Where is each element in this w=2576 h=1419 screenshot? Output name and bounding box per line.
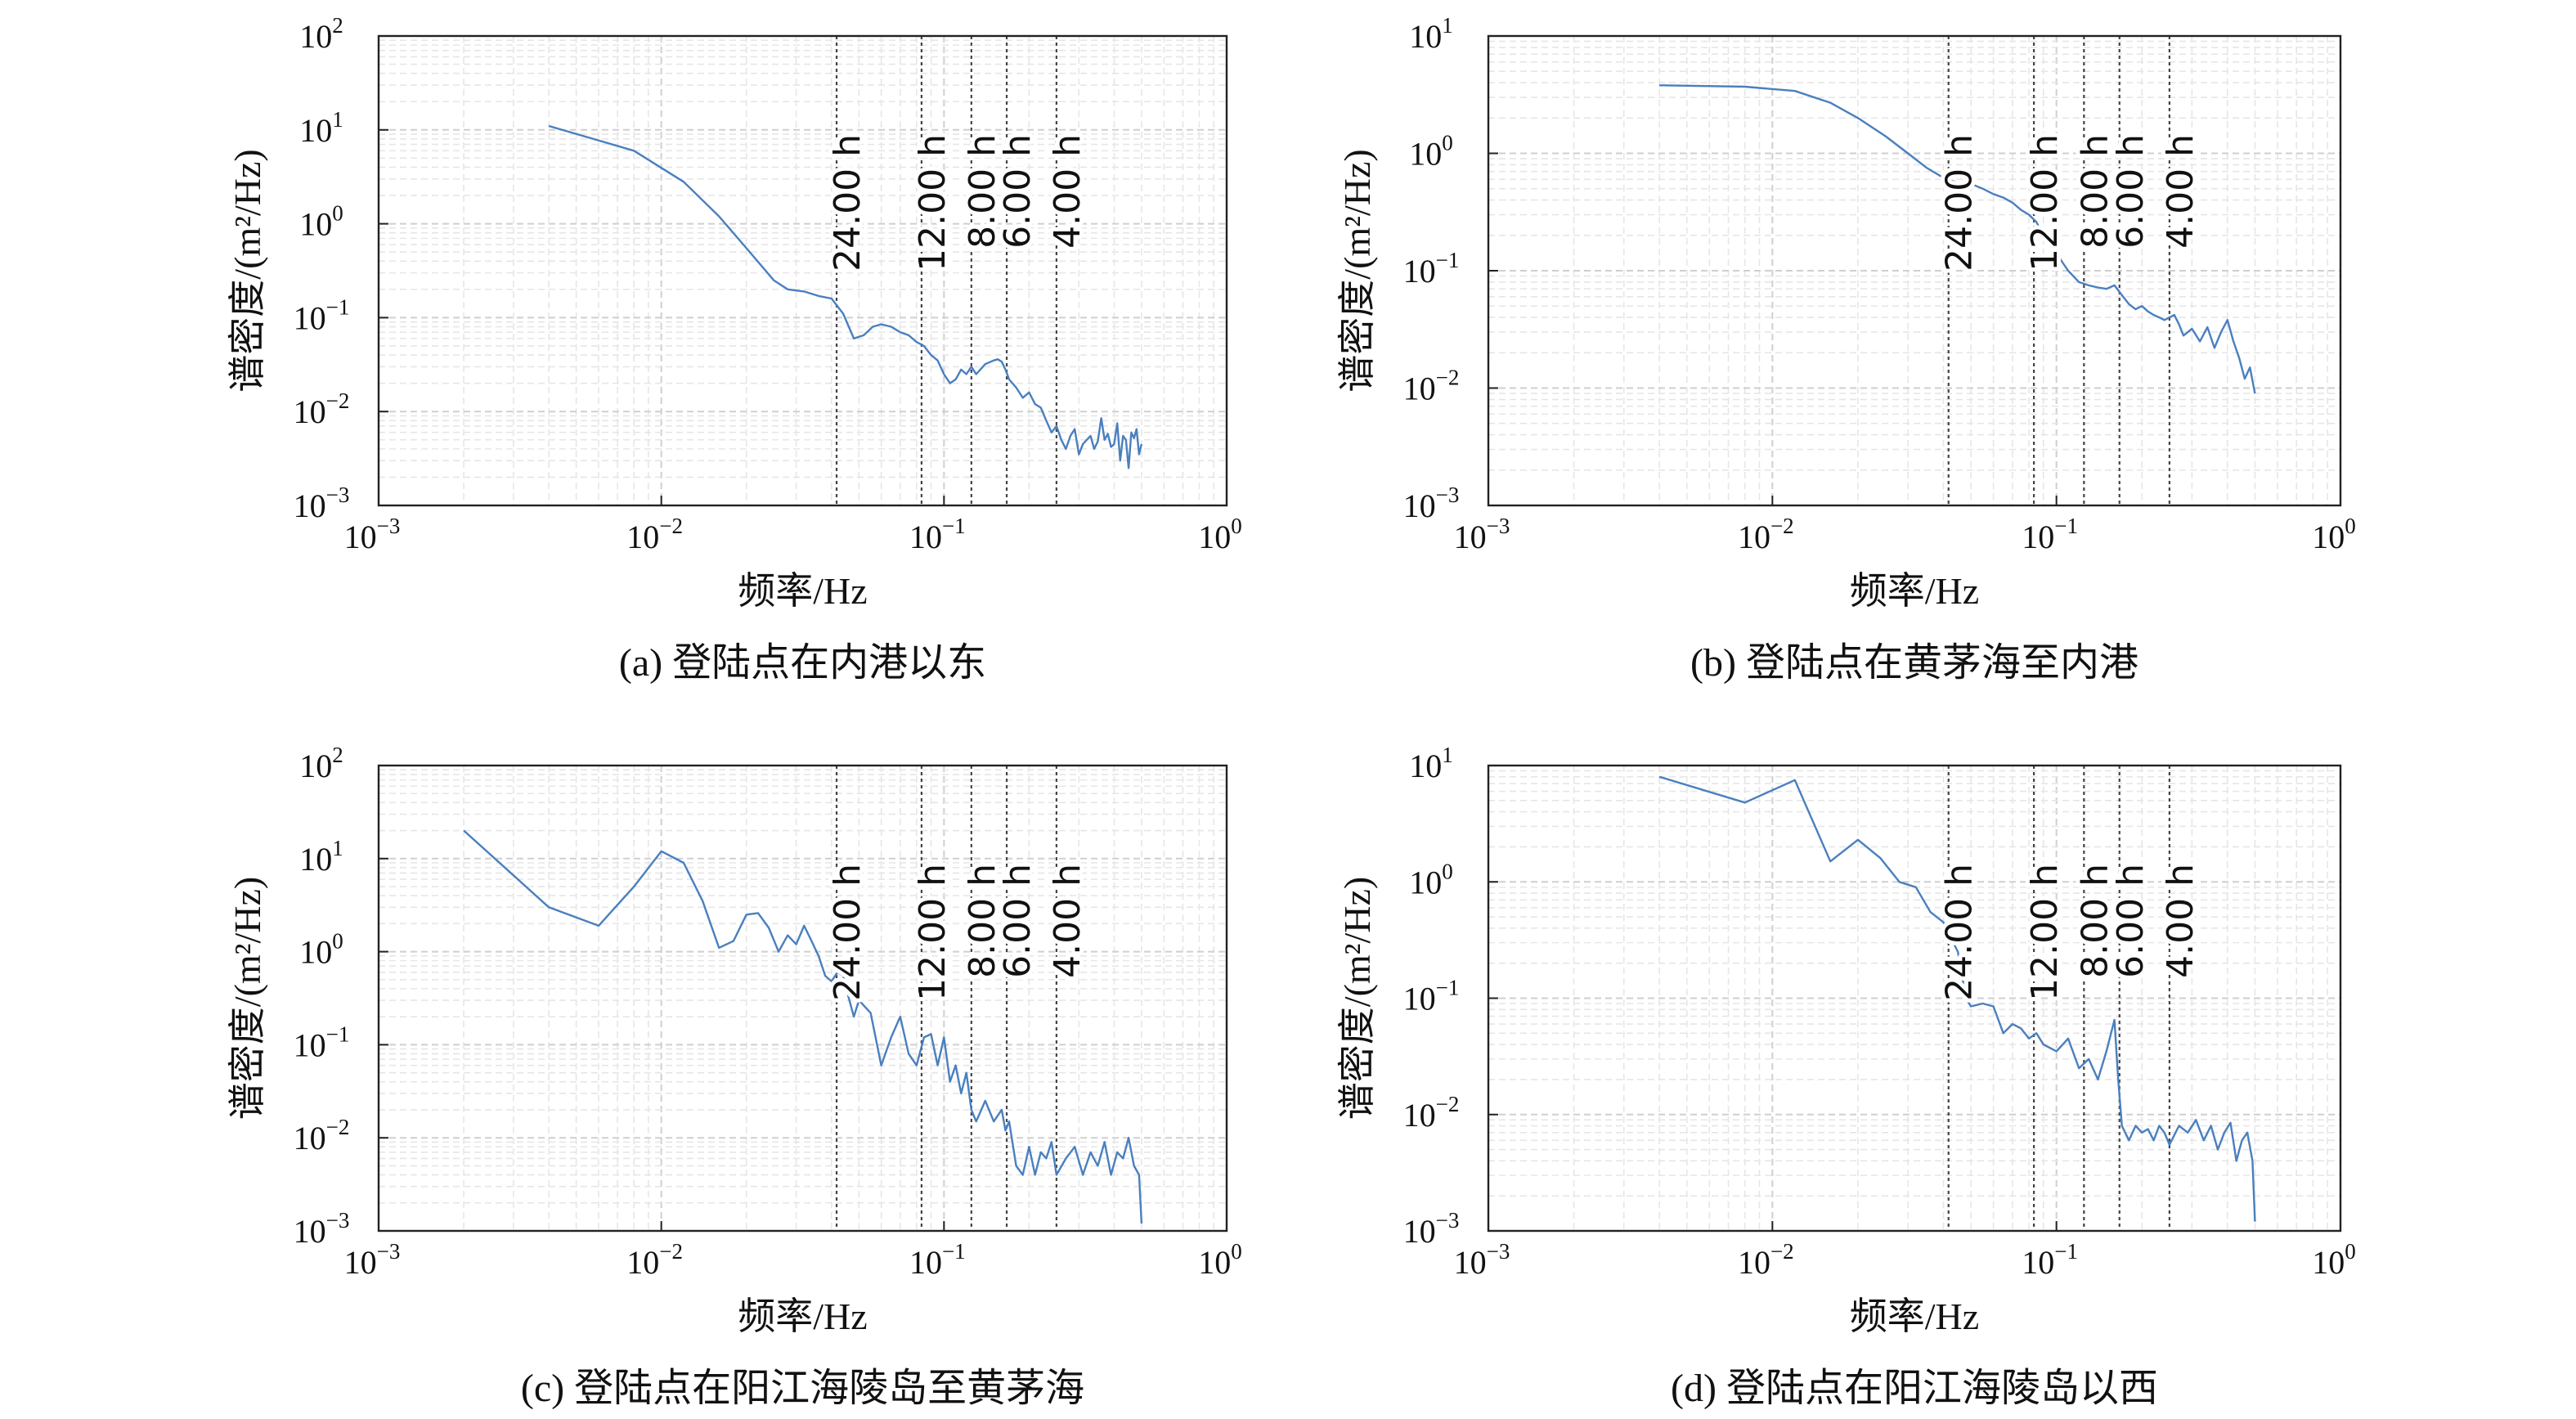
grid (1488, 766, 2340, 1231)
chart-panel-3: 24.00 h 12.00 h 8.00 h6.00 h 4.00 h 10−3 10−2… (227, 743, 1242, 1410)
x-axis-label: 频率/Hz (738, 570, 867, 612)
x-tick-label: 10−1 (909, 1239, 966, 1281)
x-tick-label: 10−1 (2022, 1239, 2078, 1281)
panel-caption: (d) 登陆点在阳江海陵岛以西 (1671, 1367, 2158, 1410)
x-tick-label: 100 (2312, 1239, 2356, 1281)
period-label: 12.00 h (912, 864, 954, 1001)
period-label: 24.00 h (827, 134, 868, 272)
y-axis-label: 谱密度/(m²/Hz) (1336, 149, 1378, 392)
x-tick-label: 10−2 (1738, 514, 1794, 555)
period-label: 4.00 h (2160, 864, 2201, 978)
period-label: 8.00 h (962, 134, 1003, 249)
y-tick-label: 10−3 (294, 1208, 350, 1250)
period-label: 24.00 h (1939, 864, 1981, 1001)
x-tick-label: 10−3 (1454, 514, 1510, 555)
x-tick-label: 10−1 (2022, 514, 2078, 555)
y-tick-label: 102 (299, 743, 343, 784)
period-label: 6.00 h (2110, 864, 2152, 978)
period-label: 12.00 h (912, 134, 954, 272)
period-label: 24.00 h (1939, 134, 1981, 272)
period-label: 24.00 h (827, 864, 868, 1001)
x-axis-label: 频率/Hz (738, 1296, 867, 1337)
y-tick-label: 102 (299, 13, 343, 55)
chart-panel-4: 24.00 h 12.00 h 8.00 h6.00 h 4.00 h 10−3 10−2… (1336, 743, 2356, 1410)
x-tick-label: 10−1 (909, 514, 966, 555)
y-tick-label: 100 (299, 201, 343, 243)
y-tick-label: 10−2 (1403, 1092, 1460, 1134)
y-tick-label: 10−2 (1403, 366, 1460, 407)
y-tick-label: 10−1 (294, 1022, 350, 1063)
panel-caption: (c) 登陆点在阳江海陵岛至黄茅海 (521, 1367, 1084, 1410)
x-tick-label: 100 (2312, 514, 2356, 555)
y-tick-label: 10−2 (294, 1115, 350, 1156)
x-tick-label: 100 (1198, 1239, 1242, 1281)
period-label: 4.00 h (2160, 134, 2201, 249)
series-line (548, 124, 1143, 469)
series-line (1659, 84, 2256, 394)
y-tick-label: 10−3 (1403, 483, 1460, 524)
y-tick-label: 10−1 (1403, 976, 1460, 1017)
chart-panel-1: 24.00 h 12.00 h 8.00 h6.00 h 4.00 h 10−3 10−2… (227, 13, 1242, 685)
x-tick-label: 10−3 (344, 1239, 401, 1281)
panel-caption: (a) 登陆点在内港以东 (619, 641, 986, 685)
x-tick-label: 10−3 (1454, 1239, 1510, 1281)
y-tick-label: 100 (1409, 131, 1453, 173)
period-label: 6.00 h (997, 134, 1039, 249)
y-axis-label: 谱密度/(m²/Hz) (227, 877, 268, 1120)
chart-panel-2: 24.00 h 12.00 h 8.00 h6.00 h 4.00 h 10−3 10−2… (1336, 13, 2356, 685)
period-label: 4.00 h (1047, 134, 1088, 249)
x-tick-label: 100 (1198, 514, 1242, 555)
period-label: 8.00 h (2074, 134, 2116, 249)
y-axis-label: 谱密度/(m²/Hz) (1336, 877, 1378, 1120)
panel-caption: (b) 登陆点在黄茅海至内港 (1690, 641, 2138, 685)
grid (379, 766, 1227, 1231)
series-line (1658, 775, 2256, 1222)
x-tick-label: 10−3 (344, 514, 401, 555)
y-tick-label: 10−1 (294, 294, 350, 336)
period-label: 8.00 h (962, 864, 1003, 978)
y-tick-label: 10−3 (1403, 1208, 1460, 1250)
x-axis-label: 频率/Hz (1850, 1296, 1979, 1337)
x-axis-label: 频率/Hz (1850, 570, 1979, 612)
period-label: 6.00 h (997, 864, 1039, 978)
plot-frame (377, 764, 1228, 1233)
period-label: 6.00 h (2110, 134, 2152, 249)
period-label: 12.00 h (2024, 134, 2066, 272)
grid (1488, 36, 2340, 505)
plot-frame (377, 34, 1228, 507)
series-line (463, 829, 1143, 1224)
grid (379, 36, 1227, 505)
y-tick-label: 100 (299, 929, 343, 971)
y-tick-label: 101 (1409, 13, 1453, 55)
y-tick-label: 101 (299, 107, 343, 149)
y-tick-label: 101 (299, 836, 343, 878)
y-tick-label: 101 (1409, 743, 1453, 784)
y-tick-label: 10−3 (294, 483, 350, 524)
y-tick-label: 100 (1409, 859, 1453, 900)
y-axis-label: 谱密度/(m²/Hz) (227, 149, 268, 392)
period-label: 4.00 h (1047, 864, 1088, 978)
x-tick-label: 10−2 (626, 1239, 683, 1281)
x-tick-label: 10−2 (626, 514, 683, 555)
y-tick-label: 10−2 (294, 388, 350, 430)
period-label: 12.00 h (2024, 864, 2066, 1001)
period-label: 8.00 h (2074, 864, 2116, 978)
x-tick-label: 10−2 (1738, 1239, 1794, 1281)
y-tick-label: 10−1 (1403, 248, 1460, 290)
